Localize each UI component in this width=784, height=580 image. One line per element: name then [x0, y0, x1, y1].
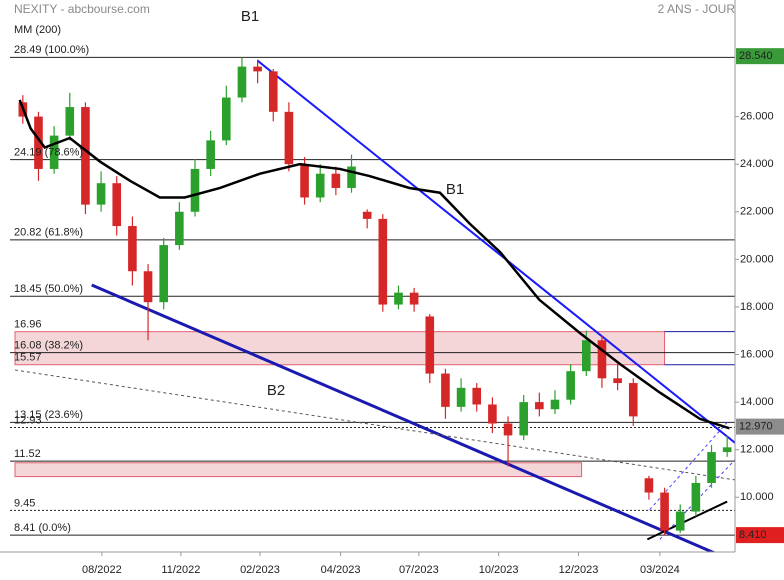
x-tick-label: 02/2023 — [240, 564, 280, 576]
moving-average — [18, 99, 730, 430]
period: 2 ANS - JOUR — [658, 2, 736, 16]
level-label: 12.93 — [14, 414, 42, 426]
y-tick-label: 10.000 — [740, 491, 774, 503]
x-tick-label: 08/2022 — [82, 564, 122, 576]
trendline — [646, 500, 728, 541]
level-label: 9.45 — [14, 497, 35, 509]
candle-body — [707, 452, 716, 483]
trendline-name: B2 — [267, 382, 285, 399]
candle-body — [253, 66, 262, 72]
level-label: 11.52 — [14, 448, 41, 460]
level-label: 24.19 (78.6%) — [14, 147, 83, 159]
price-label: 8.410 — [739, 529, 767, 541]
level-label: 16.08 (38.2%) — [14, 340, 83, 352]
candle-body — [628, 383, 638, 417]
candle-body — [331, 173, 341, 188]
candle-body — [315, 173, 325, 198]
candle-body — [96, 183, 106, 205]
trendline — [256, 59, 735, 444]
level-label: 16.96 — [14, 319, 42, 331]
candle-body — [378, 218, 388, 305]
price-label: 12.970 — [739, 421, 773, 433]
candle-body — [503, 423, 513, 436]
x-tick-label: 11/2022 — [161, 564, 200, 576]
price-label-box — [736, 527, 784, 544]
candle-body — [300, 164, 309, 198]
level-label: 28.49 (100.0%) — [14, 44, 89, 56]
axis-panel — [735, 0, 784, 580]
y-tick-label: 22.000 — [740, 206, 774, 218]
candle-body — [347, 166, 356, 188]
candle-body — [535, 402, 544, 410]
candle-body — [488, 404, 497, 424]
price-label-box — [736, 418, 784, 435]
candle-body — [613, 378, 622, 384]
candle-body — [597, 340, 607, 379]
y-tick-label: 16.000 — [740, 348, 774, 360]
candle-body — [519, 402, 528, 436]
zone — [14, 462, 583, 478]
candle-body — [472, 387, 482, 405]
x-tick-label: 03/2024 — [640, 564, 680, 576]
candle-body — [675, 511, 685, 531]
candle-body — [691, 483, 701, 512]
x-tick-label: 12/2023 — [559, 564, 599, 576]
candle-body — [441, 373, 450, 407]
candle-body — [222, 97, 231, 141]
ma-legend: MM (200) — [14, 24, 61, 36]
price-label: 28.540 — [739, 50, 773, 62]
zone — [14, 331, 666, 366]
candle-body — [550, 399, 560, 410]
candle-body — [566, 371, 575, 400]
candle-body — [65, 107, 75, 136]
level-label: 18.45 (50.0%) — [14, 283, 83, 295]
candle-body — [582, 340, 591, 372]
trendline-name: B1 — [241, 8, 259, 25]
candle-body — [237, 66, 247, 98]
y-tick-label: 26.000 — [740, 110, 774, 122]
x-tick-label: 07/2023 — [399, 564, 439, 576]
candle-body — [362, 211, 372, 219]
x-tick-label: 04/2023 — [321, 564, 361, 576]
y-tick-label: 24.000 — [740, 158, 774, 170]
y-tick-label: 20.000 — [740, 253, 774, 265]
candle-body — [159, 245, 168, 303]
candle-body — [268, 71, 278, 112]
trendline-name: B1 — [446, 181, 464, 198]
candle-body — [206, 140, 215, 169]
candle-body — [409, 292, 419, 305]
candle-body — [425, 316, 435, 374]
y-tick-label: 12.000 — [740, 444, 774, 456]
candle-body — [456, 387, 466, 407]
candle-body — [190, 168, 200, 212]
level-label: 20.82 (61.8%) — [14, 227, 83, 239]
candle-body — [143, 271, 153, 303]
candle-body — [49, 135, 59, 169]
candle-body — [644, 478, 654, 493]
candle-body — [660, 492, 669, 531]
plot-area — [10, 56, 735, 552]
candle-body — [394, 292, 403, 305]
candle-body — [284, 111, 294, 165]
y-tick-label: 18.000 — [740, 301, 774, 313]
chart-title: NEXITY - abcbourse.com — [14, 2, 150, 16]
level-label: 8.41 (0.0%) — [14, 522, 71, 534]
y-tick-label: 14.000 — [740, 396, 774, 408]
trendline — [14, 369, 735, 481]
level-label: 15.57 — [14, 352, 42, 364]
candle-body — [128, 226, 137, 272]
candle-body — [112, 183, 122, 227]
candle-body — [175, 211, 184, 246]
trendline — [91, 283, 717, 552]
candle-body — [722, 447, 732, 453]
candle-body — [81, 107, 90, 205]
level-label: 13.15 (23.6%) — [14, 409, 83, 421]
candle-body — [34, 116, 43, 169]
x-tick-label: 10/2023 — [479, 564, 519, 576]
price-label-box — [736, 48, 784, 65]
